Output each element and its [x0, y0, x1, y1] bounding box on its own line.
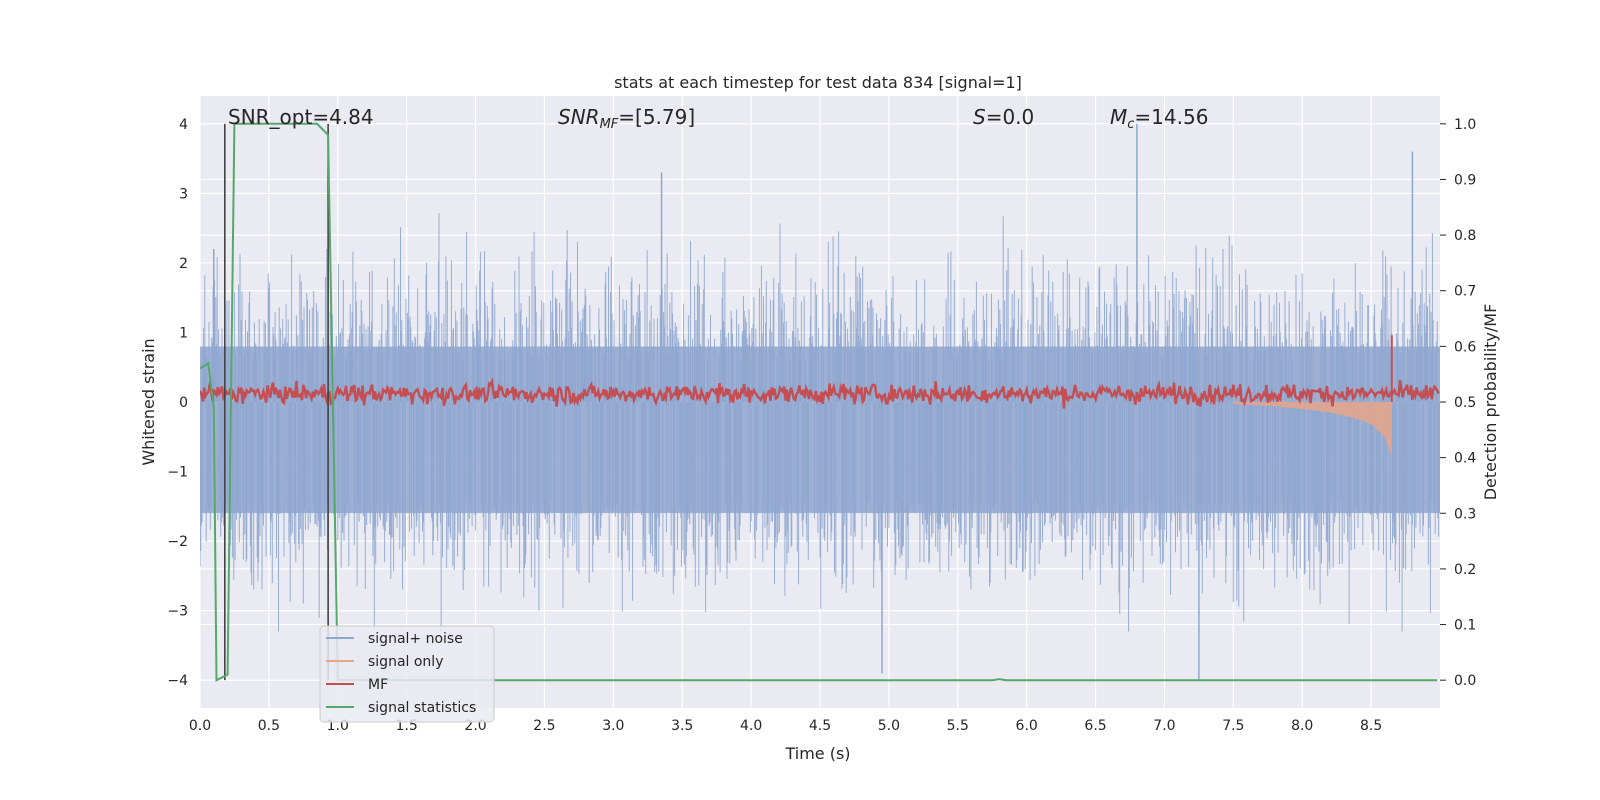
y-tick-label-left: 3: [179, 186, 188, 202]
x-tick-label: 2.5: [533, 718, 555, 734]
x-tick-label: 7.0: [1153, 718, 1175, 734]
x-axis-label: Time (s): [784, 744, 850, 763]
x-tick-label: 4.0: [740, 718, 762, 734]
y-tick-label-left: −2: [167, 534, 188, 550]
y-tick-label-right: 0.2: [1454, 562, 1476, 578]
legend: signal+ noise signal only MF signal stat…: [319, 625, 495, 723]
legend-label-signal-statistics: signal statistics: [368, 700, 476, 716]
y-ticks-left: −4 −3 −2 −1 0 1 2 3 4: [167, 117, 188, 689]
annotation-snr-mf: SNRMF=[5.79]: [558, 105, 695, 132]
signal-only-chirp: [1233, 402, 1392, 458]
x-tick-label: 3.5: [671, 718, 693, 734]
y-tick-label-left: −4: [167, 673, 188, 689]
vertical-lines: [224, 123, 329, 681]
series-mf: [200, 335, 1440, 409]
y-tick-label-right: 1.0: [1454, 117, 1476, 133]
legend-label-signal-noise: signal+ noise: [368, 631, 463, 647]
annotation-mc: Mc=14.56: [1110, 105, 1208, 132]
y-tick-label-left: 0: [179, 395, 188, 411]
y-ticks-right: 0.0 0.1 0.2 0.3 0.4 0.5 0.6 0.7 0.8 0.9 1.0: [1440, 117, 1476, 689]
x-tick-label: 7.5: [1222, 718, 1244, 734]
chart-title: stats at each timestep for test data 834…: [614, 73, 1022, 92]
y-tick-label-left: 1: [179, 325, 188, 341]
signal-statistics-trace: [200, 122, 1438, 682]
y-tick-label-right: 0.5: [1454, 395, 1476, 411]
y-tick-label-left: −1: [167, 465, 188, 481]
x-tick-label: 3.0: [602, 718, 624, 734]
y-tick-label-right: 0.6: [1454, 339, 1476, 355]
x-tick-label: 0.5: [258, 718, 280, 734]
series-signal-only: [1233, 402, 1392, 458]
y-tick-label-left: 4: [179, 117, 188, 133]
y-tick-label-right: 0.4: [1454, 451, 1476, 467]
annotation-snr-opt: SNR_opt=4.84: [228, 105, 374, 129]
legend-box: [319, 625, 495, 723]
y-tick-label-right: 0.1: [1454, 618, 1476, 634]
mf-trace: [200, 377, 1440, 409]
series-signal-statistics: [200, 122, 1438, 682]
y-tick-label-right: 0.9: [1454, 172, 1476, 188]
y-tick-label-right: 0.3: [1454, 506, 1476, 522]
series-signal-noise: [200, 123, 1440, 681]
legend-label-mf: MF: [368, 677, 388, 693]
x-tick-label: 8.0: [1291, 718, 1313, 734]
y-tick-label-left: −3: [167, 604, 188, 620]
y-tick-label-right: 0.0: [1454, 673, 1476, 689]
x-tick-label: 6.5: [1084, 718, 1106, 734]
x-tick-label: 4.5: [809, 718, 831, 734]
y-tick-label-right: 0.7: [1454, 284, 1476, 300]
y-tick-label-left: 2: [179, 256, 188, 272]
x-tick-label: 6.0: [1016, 718, 1038, 734]
legend-label-signal-only: signal only: [368, 654, 443, 670]
x-tick-label: 0.0: [189, 718, 211, 734]
annotation-s: S=0.0: [973, 105, 1034, 129]
x-tick-label: 5.0: [878, 718, 900, 734]
y-tick-label-right: 0.8: [1454, 228, 1476, 244]
x-tick-label: 8.5: [1360, 718, 1382, 734]
x-tick-label: 5.5: [947, 718, 969, 734]
noise-trace: [200, 213, 1440, 632]
y-axis-label-right: Detection probability/MF: [1481, 304, 1500, 501]
y-axis-label-left: Whitened strain: [139, 338, 158, 465]
